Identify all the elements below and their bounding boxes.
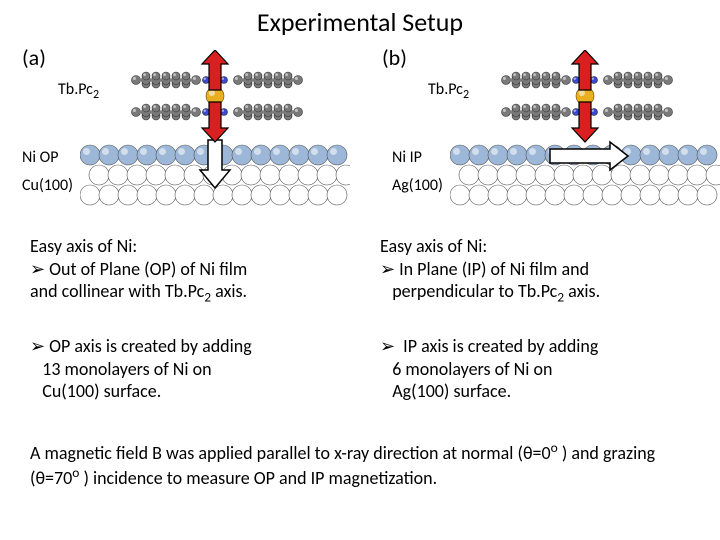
- text-line: OP axis is created by adding: [49, 335, 252, 357]
- panel-b-label: (b): [382, 44, 407, 71]
- diagram-a: [80, 50, 350, 210]
- text-line: ) incidence to measure OP and IP magneti…: [79, 467, 437, 489]
- text-line: IP axis is created by adding: [399, 335, 598, 357]
- text-line: Easy axis of Ni:: [380, 235, 487, 257]
- text-line: 6 monolayers of Ni on: [392, 358, 552, 380]
- slide: Experimental Setup (a) (b) Tb.Pc2 Tb.Pc2…: [0, 0, 720, 540]
- text-a-layers: OP axis is created by adding 13 monolaye…: [30, 335, 360, 403]
- text-line: 13 monolayers of Ni on: [42, 358, 211, 380]
- text-line: A magnetic field B was applied parallel …: [30, 442, 551, 464]
- footer-text: A magnetic field B was applied parallel …: [30, 440, 690, 489]
- bullet-icon: [30, 258, 49, 280]
- page-title: Experimental Setup: [0, 6, 720, 38]
- text-line: In Plane (IP) of Ni film and: [399, 258, 589, 280]
- text-line: axis.: [564, 280, 600, 302]
- text-line: Ag(100) surface.: [392, 380, 511, 402]
- substrate-label-a: Cu(100): [22, 176, 73, 195]
- text-b-easy-axis: Easy axis of Ni: In Plane (IP) of Ni fil…: [380, 235, 710, 306]
- text-line: axis.: [211, 280, 247, 302]
- bullet-icon: [380, 335, 399, 357]
- text-line: Easy axis of Ni:: [30, 235, 137, 257]
- text-b-layers: IP axis is created by adding 6 monolayer…: [380, 335, 710, 403]
- text-line: and collinear with Tb.Pc: [30, 280, 204, 302]
- ni-label-a: Ni OP: [22, 148, 58, 167]
- text-sup: o: [551, 439, 558, 456]
- diagram-b: [450, 50, 720, 210]
- text-line: Out of Plane (OP) of Ni film: [49, 258, 247, 280]
- ni-label-b: Ni IP: [392, 148, 422, 167]
- text-a-easy-axis: Easy axis of Ni: Out of Plane (OP) of Ni…: [30, 235, 360, 306]
- bullet-icon: [380, 258, 399, 280]
- substrate-label-b: Ag(100): [392, 176, 443, 195]
- text-line: perpendicular to Tb.Pc: [392, 280, 557, 302]
- panel-a-label: (a): [22, 44, 46, 71]
- bullet-icon: [30, 335, 49, 357]
- text-line: Cu(100) surface.: [42, 380, 161, 402]
